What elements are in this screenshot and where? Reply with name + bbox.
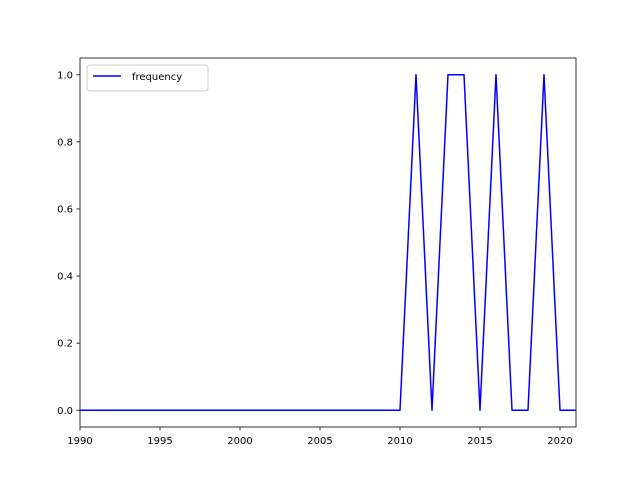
x-tick-label: 2015	[467, 436, 492, 447]
series-layer	[80, 74, 576, 411]
legend-label: frequency	[132, 72, 182, 83]
axes-frame	[79, 57, 577, 428]
y-tick-label: 1.0	[57, 70, 73, 81]
legend: frequency	[86, 64, 209, 92]
y-tick-label: 0.4	[57, 272, 73, 283]
y-tick-label: 0.6	[57, 205, 73, 216]
y-tick-label: 0.8	[57, 137, 73, 148]
x-tick-label: 2010	[387, 436, 412, 447]
x-tick-label: 2020	[547, 436, 572, 447]
y-tick-label: 0.2	[57, 339, 73, 350]
legend-box	[86, 64, 209, 92]
axes-layer: 1990 1995 2000 2005 2010 2015 2020 0.0 0.2 0.4 0.6…	[57, 57, 577, 447]
x-tick-label: 2000	[227, 436, 252, 447]
plot-area	[80, 58, 576, 427]
x-tick-label: 2005	[307, 436, 332, 447]
y-tick-label: 0.0	[57, 406, 73, 417]
series-line-frequency	[80, 74, 576, 411]
x-tick-label: 1995	[147, 436, 172, 447]
x-tick-label: 1990	[67, 436, 92, 447]
